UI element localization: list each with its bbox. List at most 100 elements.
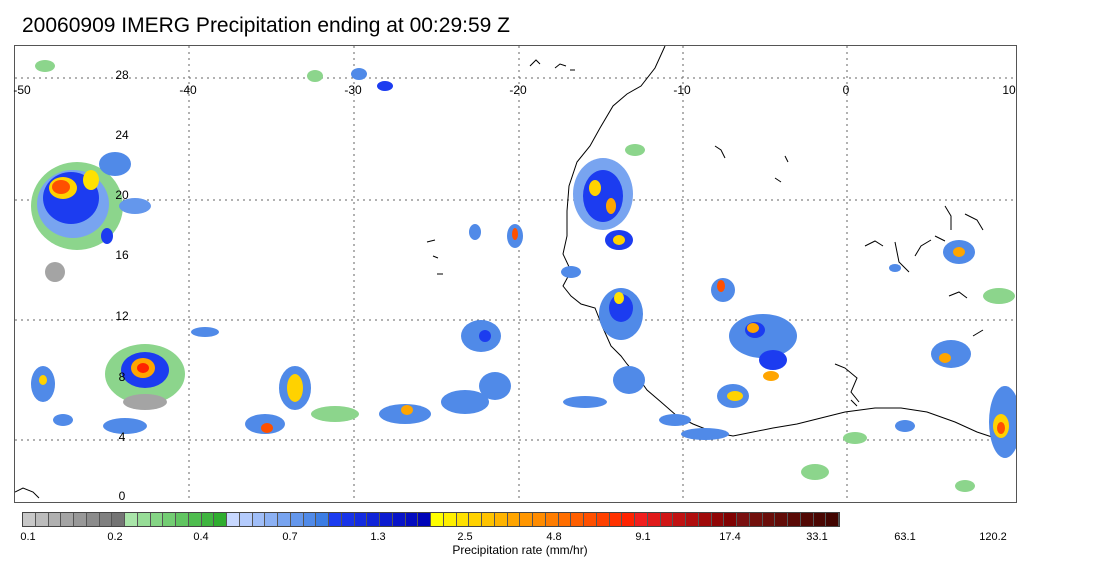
colorbar-swatch xyxy=(163,513,176,526)
lon-label: 10 xyxy=(1002,83,1016,97)
coast-islands xyxy=(15,59,984,499)
graticule xyxy=(15,46,1016,502)
coastline xyxy=(562,46,1016,445)
precipitation-cells xyxy=(31,60,1016,492)
colorbar-swatch xyxy=(711,513,725,526)
lon-label: -40 xyxy=(179,83,197,97)
colorbar-swatch xyxy=(443,513,457,526)
lon-label: -20 xyxy=(509,83,527,97)
colorbar-swatch xyxy=(749,513,763,526)
colorbar-swatch xyxy=(507,513,521,526)
colorbar-swatch xyxy=(61,513,74,526)
lat-label: 28 xyxy=(115,68,129,82)
colorbar-swatch xyxy=(74,513,87,526)
colorbar xyxy=(22,512,840,527)
colorbar-swatch xyxy=(762,513,776,526)
colorbar-swatch xyxy=(316,513,329,526)
colorbar-swatch xyxy=(176,513,189,526)
colorbar-swatch xyxy=(227,513,240,526)
colorbar-swatch xyxy=(788,513,801,526)
colorbar-units-label: Precipitation rate (mm/hr) xyxy=(452,543,588,557)
colorbar-swatch xyxy=(469,513,482,526)
colorbar-tick-label: 17.4 xyxy=(719,531,741,543)
lat-label: 0 xyxy=(118,489,126,503)
colorbar-swatch xyxy=(418,513,431,526)
colorbar-swatch xyxy=(724,513,737,526)
colorbar-swatch xyxy=(252,513,266,526)
colorbar-tick-label: 0.4 xyxy=(193,531,209,543)
colorbar-swatch xyxy=(341,513,355,526)
colorbar-swatch xyxy=(596,513,610,526)
colorbar-swatch xyxy=(698,513,712,526)
colorbar-swatch xyxy=(520,513,533,526)
colorbar-swatch xyxy=(545,513,559,526)
colorbar-swatch xyxy=(99,513,113,526)
colorbar-swatch xyxy=(571,513,584,526)
colorbar-swatch xyxy=(125,513,138,526)
colorbar-swatch xyxy=(635,513,648,526)
colorbar-swatch xyxy=(392,513,406,526)
colorbar-swatch xyxy=(494,513,508,526)
colorbar-swatch xyxy=(456,513,470,526)
colorbar-swatch xyxy=(673,513,686,526)
lat-label: 20 xyxy=(115,188,129,202)
colorbar-tick-label: 0.1 xyxy=(20,531,36,543)
colorbar-swatch xyxy=(86,513,100,526)
colorbar-swatch xyxy=(150,513,164,526)
colorbar-swatch xyxy=(239,513,253,526)
colorbar-swatch xyxy=(431,513,444,526)
lon-label: -30 xyxy=(344,83,362,97)
colorbar-swatch xyxy=(826,513,839,526)
colorbar-swatch xyxy=(290,513,304,526)
lat-label: 4 xyxy=(118,430,126,444)
lon-label: -50 xyxy=(13,83,31,97)
colorbar-swatch xyxy=(48,513,62,526)
colorbar-swatch xyxy=(533,513,546,526)
colorbar-tick-label: 1.3 xyxy=(370,531,386,543)
colorbar-swatch xyxy=(800,513,814,526)
colorbar-tick-label: 120.2 xyxy=(979,531,1007,543)
lat-label: 8 xyxy=(118,370,126,384)
colorbar-swatch xyxy=(622,513,635,526)
lon-label: 0 xyxy=(842,83,850,97)
colorbar-swatch xyxy=(188,513,202,526)
colorbar-swatch xyxy=(737,513,750,526)
colorbar-swatch xyxy=(278,513,291,526)
colorbar-tick-label: 0.2 xyxy=(107,531,123,543)
colorbar-swatch xyxy=(137,513,151,526)
colorbar-swatch xyxy=(647,513,661,526)
colorbar-swatch xyxy=(329,513,342,526)
colorbar-swatch xyxy=(775,513,788,526)
colorbar-tick-label: 63.1 xyxy=(894,531,916,543)
colorbar-tick-label: 33.1 xyxy=(806,531,828,543)
colorbar-swatch xyxy=(584,513,597,526)
colorbar-swatch xyxy=(201,513,215,526)
colorbar-swatch xyxy=(354,513,368,526)
colorbar-swatch xyxy=(380,513,393,526)
colorbar-swatch xyxy=(813,513,827,526)
colorbar-swatch xyxy=(482,513,495,526)
colorbar-swatch xyxy=(405,513,419,526)
colorbar-tick-label: 0.7 xyxy=(282,531,298,543)
colorbar-swatch xyxy=(558,513,572,526)
colorbar-swatch xyxy=(367,513,380,526)
colorbar-swatch xyxy=(214,513,227,526)
lon-label: -10 xyxy=(673,83,691,97)
colorbar-swatch xyxy=(303,513,317,526)
colorbar-swatch xyxy=(609,513,623,526)
colorbar-tick-label: 4.8 xyxy=(546,531,562,543)
colorbar-tick-label: 2.5 xyxy=(457,531,473,543)
lat-label: 24 xyxy=(115,128,129,142)
colorbar-tick-label: 9.1 xyxy=(635,531,651,543)
precipitation-map xyxy=(14,45,1017,503)
colorbar-swatch xyxy=(23,513,36,526)
colorbar-swatch xyxy=(660,513,674,526)
colorbar-swatch xyxy=(112,513,125,526)
colorbar-swatch xyxy=(686,513,699,526)
lat-label: 12 xyxy=(115,309,129,323)
lat-label: 16 xyxy=(115,248,129,262)
map-title: 20060909 IMERG Precipitation ending at 0… xyxy=(22,14,510,37)
colorbar-swatch xyxy=(35,513,49,526)
map-canvas xyxy=(15,46,1016,502)
colorbar-swatch xyxy=(265,513,278,526)
